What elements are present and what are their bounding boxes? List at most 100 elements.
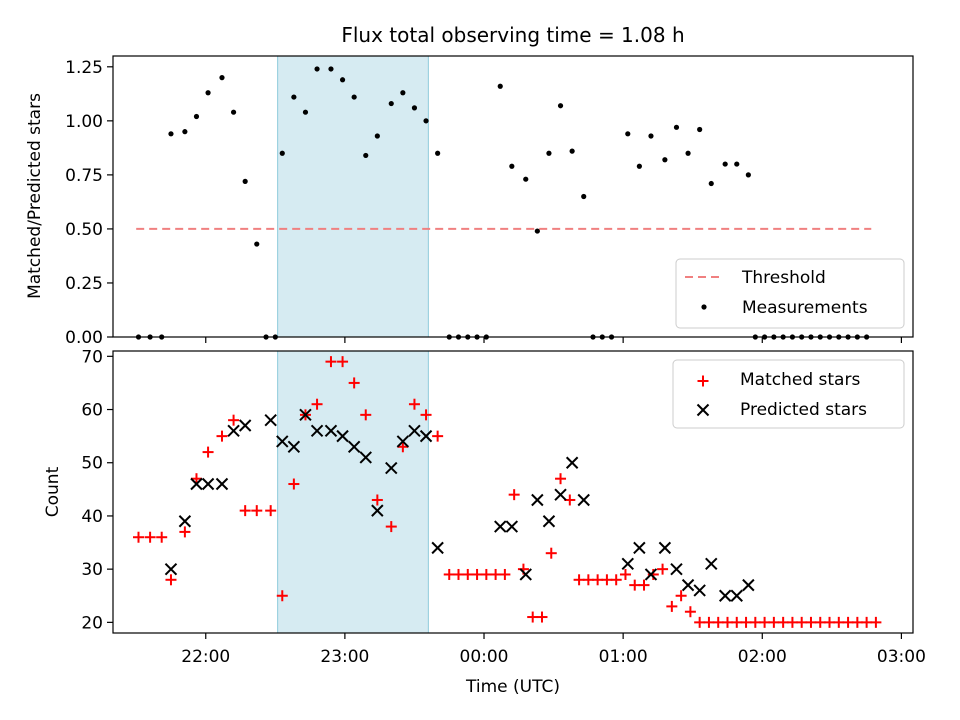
x-tick-label: 03:00 [877, 647, 926, 667]
predicted-star-point [371, 504, 384, 517]
matched-star-point [156, 531, 168, 543]
measurement-point [534, 228, 540, 234]
measurement-point [314, 66, 320, 72]
predicted-star-point [494, 520, 507, 533]
matched-star-point [870, 616, 882, 628]
matched-star-point [239, 505, 251, 517]
predicted-star-point [705, 557, 718, 571]
predicted-star-point [431, 541, 444, 555]
top-panel: Flux total observing time = 1.08 h 0.00 0… [25, 23, 914, 348]
y-tick-label-top: 1.25 [65, 58, 103, 78]
matched-star-point [759, 616, 771, 628]
predicted-star-point [718, 589, 732, 602]
matched-star-point [371, 494, 383, 506]
matched-star-point [432, 430, 444, 442]
predicted-star-point [577, 493, 590, 507]
measurement-point [708, 180, 714, 187]
matched-star-point [228, 414, 240, 426]
predicted-star-point [178, 515, 192, 528]
matched-star-point [573, 574, 585, 586]
matched-star-point [619, 568, 631, 580]
bottom-panel: 20 30 40 50 60 70 22:00 23:00 00:00 01:00 02:00 03:… [43, 347, 926, 697]
predicted-star-point [347, 440, 361, 453]
predicted-star-point [670, 562, 683, 576]
measurement-point [400, 90, 406, 96]
predicted-star-point [742, 578, 755, 592]
chart-title: Flux total observing time = 1.08 h [341, 23, 684, 47]
measurement-point [685, 150, 691, 156]
predicted-star-point [419, 429, 433, 443]
measurement-point [673, 124, 680, 130]
predicted-star-point [324, 424, 338, 438]
matched-star-point [288, 478, 300, 490]
measurement-point [254, 241, 260, 247]
measurement-point [546, 150, 552, 156]
measurement-point [569, 148, 575, 154]
y-tick-label-bottom: 50 [81, 454, 103, 474]
measurement-point [722, 161, 728, 167]
legend-threshold-label: Threshold [741, 268, 826, 288]
matched-star-point [311, 398, 323, 410]
measurement-point [497, 83, 503, 89]
predicted-star-point [554, 488, 567, 501]
matched-star-point [610, 574, 622, 586]
predicted-star-point [238, 419, 252, 432]
predicted-star-point [408, 424, 421, 438]
matched-star-point [265, 505, 277, 517]
matched-star-point [536, 611, 548, 623]
measurement-point [205, 90, 211, 96]
measurement-point [697, 126, 703, 133]
matched-star-point [216, 430, 228, 442]
measurement-point [351, 94, 357, 100]
matched-star-point [749, 616, 761, 628]
matched-star-point [325, 356, 337, 368]
x-tick-label: 00:00 [460, 647, 509, 667]
matched-star-point [462, 568, 474, 580]
measurement-point [557, 103, 564, 109]
measurement-point [648, 133, 654, 139]
predicted-star-point [505, 520, 519, 533]
x-tick-label: 01:00 [599, 647, 648, 667]
top-axes-frame [112, 55, 914, 338]
matched-star-point [471, 568, 483, 580]
matched-star-point [348, 377, 360, 389]
matched-star-point [842, 616, 854, 628]
predicted-star-point [658, 541, 672, 555]
matched-star-point [697, 375, 709, 387]
matched-star-point [453, 568, 465, 580]
matched-star-point [740, 616, 752, 628]
x-tick-label: 23:00 [320, 647, 369, 667]
predicted-star-point [299, 408, 312, 422]
measurement-point [230, 109, 237, 115]
matched-star-point [657, 563, 669, 575]
y-tick-label-top: 0.25 [65, 274, 103, 294]
measurement-point [168, 131, 174, 137]
measurement-point [363, 152, 369, 159]
matched-star-point [851, 616, 863, 628]
matched-star-point [202, 446, 214, 458]
matched-star-point [629, 579, 641, 591]
matched-star-point [694, 616, 706, 628]
predicted-star-point [359, 451, 372, 464]
y-tick-label-top: 1.00 [65, 112, 103, 132]
matched-star-point [251, 505, 263, 517]
y-axis-label-top: Matched/Predicted stars [25, 93, 45, 299]
y-tick-label-bottom: 30 [81, 560, 103, 580]
matched-star-point [666, 600, 678, 612]
predicted-star-point [227, 424, 240, 438]
matched-star-point [712, 616, 724, 628]
predicted-star-point [276, 435, 289, 448]
matched-star-point [360, 409, 372, 421]
y-tick-label-bottom: 60 [81, 401, 103, 421]
predicted-star-point [644, 568, 658, 581]
observing-span [277, 350, 429, 634]
matched-star-point [861, 616, 873, 628]
matched-star-point [527, 611, 539, 623]
measurement-point [745, 172, 751, 178]
measurement-point [523, 176, 529, 182]
bottom-axes-frame [112, 350, 914, 634]
matched-star-point [582, 574, 594, 586]
predicted-star-point [164, 562, 178, 576]
y-tick-label-top: 0.00 [65, 328, 103, 348]
